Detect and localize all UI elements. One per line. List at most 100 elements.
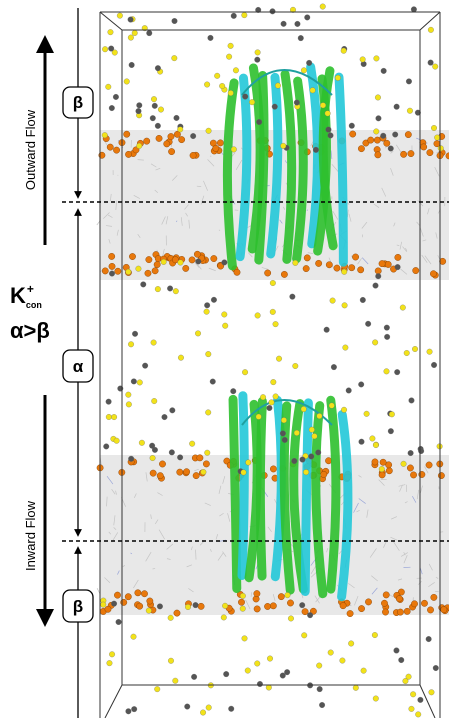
headgroup [101, 267, 109, 275]
headgroup [144, 269, 152, 277]
ion [289, 293, 296, 300]
ion [325, 126, 332, 133]
headgroup [411, 600, 418, 608]
k-sup: + [27, 282, 34, 296]
headgroup [437, 472, 445, 479]
ion [383, 324, 390, 331]
lipid [279, 219, 283, 224]
ion [387, 428, 394, 435]
ion [341, 268, 348, 275]
ion [171, 18, 178, 24]
ion [128, 62, 135, 68]
headgroup [382, 591, 390, 599]
lipid [203, 180, 208, 191]
lipid [261, 267, 268, 270]
ion [315, 449, 322, 456]
ion [373, 128, 380, 135]
lipid [105, 225, 113, 227]
lipid [435, 576, 439, 579]
lipid [361, 257, 369, 265]
lipid [358, 475, 362, 478]
ion [279, 672, 286, 679]
lipid [361, 221, 368, 229]
headgroup [264, 269, 272, 277]
lipid [400, 552, 408, 557]
ion [125, 268, 132, 275]
ion [154, 65, 161, 72]
ion [255, 6, 262, 13]
ion [214, 72, 221, 79]
ion [352, 684, 359, 691]
helix [266, 72, 283, 259]
lipid [366, 509, 369, 518]
ion [256, 119, 263, 125]
headgroup [382, 608, 389, 616]
lipid [420, 485, 423, 494]
ion [127, 34, 134, 41]
ion [425, 636, 432, 643]
ion [207, 34, 214, 41]
lipid [188, 588, 194, 593]
inward-flow-label: Inward Flow [23, 500, 38, 571]
ion [293, 429, 300, 436]
ion [407, 450, 414, 457]
headgroup [325, 261, 333, 269]
ion [365, 320, 372, 327]
ion [415, 711, 422, 718]
lipid [424, 255, 432, 265]
ion [348, 640, 355, 647]
ion [151, 96, 157, 103]
lipid [155, 167, 161, 171]
lipid [390, 150, 394, 154]
ion [103, 443, 110, 450]
lipid [133, 579, 139, 589]
helix [289, 399, 308, 594]
ion [192, 602, 199, 609]
ion [410, 691, 417, 698]
lipid [137, 233, 141, 238]
ion [272, 321, 279, 328]
ion [387, 145, 394, 152]
lipid [218, 485, 222, 494]
ion [138, 439, 145, 446]
lipid [314, 595, 320, 604]
headgroup [430, 270, 437, 278]
lipid [104, 577, 111, 583]
ion [348, 122, 355, 129]
helix [292, 76, 308, 264]
lipid [435, 232, 438, 239]
headgroup [178, 136, 186, 144]
ion [266, 405, 273, 411]
headgroup [277, 593, 285, 601]
ion [168, 657, 174, 664]
lipid [154, 189, 159, 193]
ion [209, 378, 216, 385]
ion [109, 270, 115, 277]
lipid [424, 466, 429, 474]
ion [408, 397, 415, 404]
lipid [222, 551, 227, 557]
lipid [421, 254, 428, 263]
ion [307, 612, 314, 619]
ion [241, 12, 248, 19]
ion [380, 67, 387, 74]
headgroup [168, 148, 175, 155]
ion [125, 391, 132, 398]
ion [290, 6, 296, 13]
ion [220, 614, 227, 621]
ion [408, 705, 415, 712]
helix [237, 391, 249, 580]
ion [127, 16, 134, 23]
ion [156, 603, 163, 610]
lipid [134, 493, 137, 499]
lipid [103, 212, 110, 219]
lipid [378, 479, 385, 486]
beta-label: β [73, 93, 83, 112]
lipid [419, 227, 424, 237]
alpha-label: α [73, 357, 84, 376]
ion [410, 6, 417, 13]
headgroup [379, 458, 387, 466]
headgroup [136, 602, 144, 610]
ion [324, 110, 331, 117]
headgroup [404, 131, 412, 138]
